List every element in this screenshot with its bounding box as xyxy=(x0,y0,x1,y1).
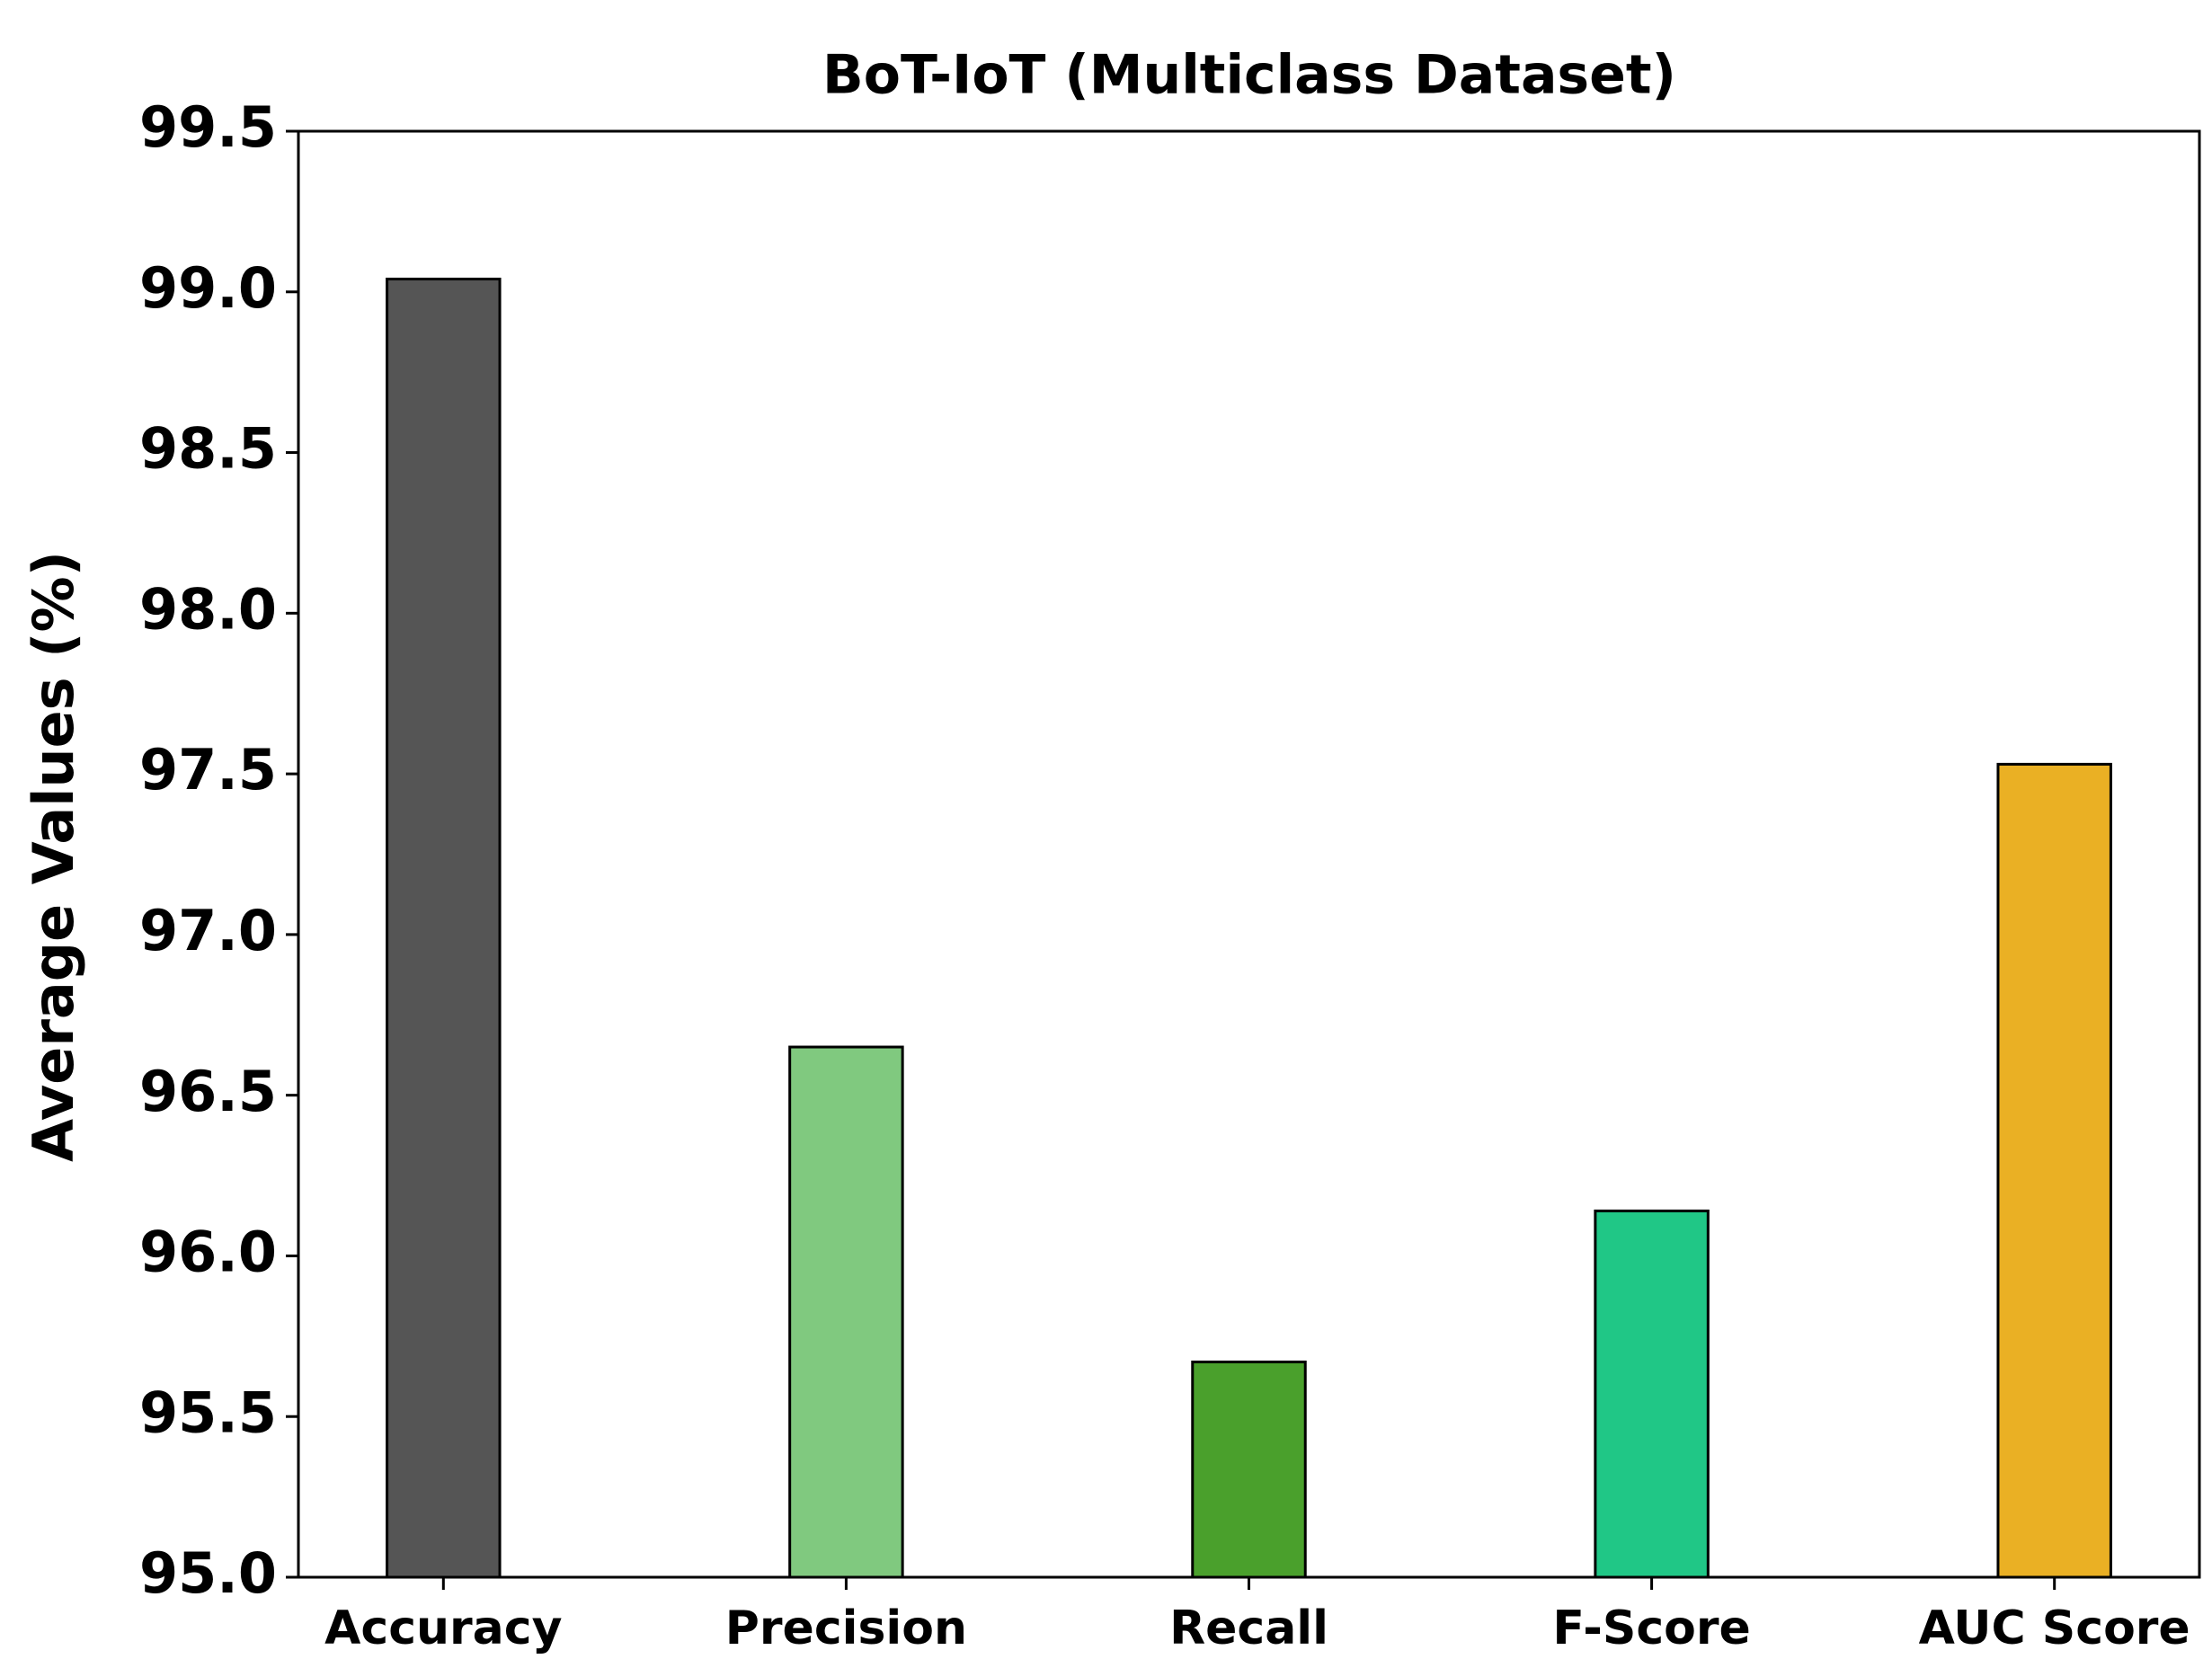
y-tick-label: 99.0 xyxy=(139,255,277,321)
bar xyxy=(386,277,502,1579)
plot-frame xyxy=(297,129,2201,1579)
y-tick-label: 97.5 xyxy=(139,737,277,803)
chart-title: BoT-IoT (Multiclass Dataset) xyxy=(822,44,1676,107)
y-tick-label: 99.5 xyxy=(139,94,277,160)
y-tick-label: 96.0 xyxy=(139,1220,277,1285)
y-tick-label: 95.5 xyxy=(139,1380,277,1445)
bar xyxy=(1996,762,2112,1579)
y-tick-label: 98.5 xyxy=(139,416,277,482)
y-tick-label: 95.0 xyxy=(139,1540,277,1606)
x-tick-label: AUC Score xyxy=(1919,1601,2190,1655)
y-axis-label: Average Values (%) xyxy=(21,551,86,1162)
x-tick-label: Accuracy xyxy=(324,1601,562,1655)
y-tick-label: 96.5 xyxy=(139,1059,277,1124)
x-tick-label: F-Score xyxy=(1552,1601,1750,1655)
x-tick-label: Recall xyxy=(1169,1601,1328,1655)
bar xyxy=(788,1045,904,1579)
bar xyxy=(1191,1360,1307,1579)
x-tick-label: Precision xyxy=(725,1601,967,1655)
y-tick-label: 98.0 xyxy=(139,576,277,642)
y-tick-label: 97.0 xyxy=(139,898,277,963)
bar xyxy=(1594,1209,1710,1579)
